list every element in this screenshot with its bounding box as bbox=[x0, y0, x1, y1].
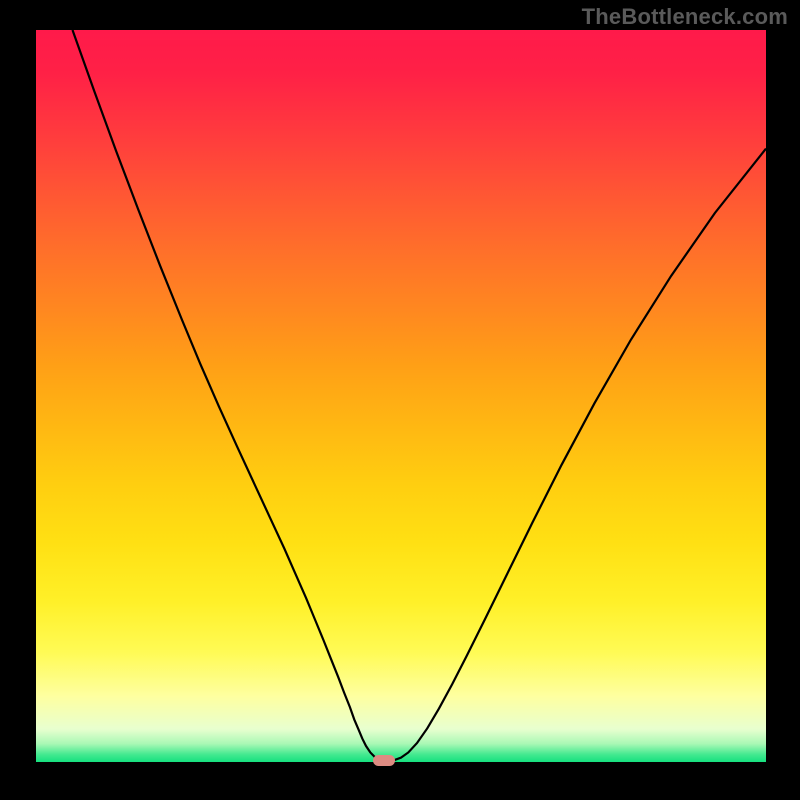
min-marker bbox=[373, 755, 395, 766]
watermark: TheBottleneck.com bbox=[582, 4, 788, 30]
curve-layer bbox=[36, 30, 766, 762]
curve-left-arm bbox=[73, 30, 767, 761]
plot-area bbox=[36, 30, 766, 762]
